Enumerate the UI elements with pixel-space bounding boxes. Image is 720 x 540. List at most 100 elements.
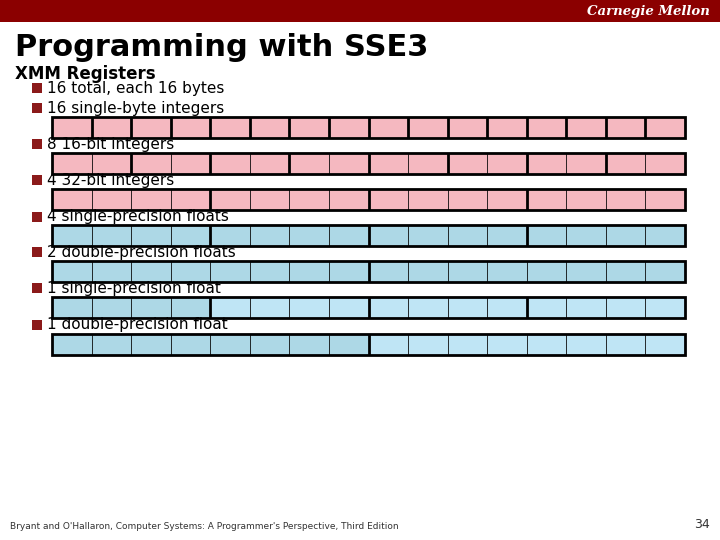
Bar bbox=[52, 188, 685, 210]
Bar bbox=[52, 334, 91, 354]
Bar bbox=[131, 296, 171, 318]
Bar bbox=[567, 296, 606, 318]
Bar bbox=[289, 152, 329, 173]
Bar bbox=[32, 103, 42, 113]
Bar bbox=[210, 296, 250, 318]
Bar bbox=[448, 188, 487, 210]
Bar bbox=[606, 260, 645, 281]
Bar bbox=[606, 117, 645, 138]
Bar bbox=[91, 225, 131, 246]
Bar bbox=[289, 188, 329, 210]
Bar bbox=[487, 188, 527, 210]
Bar bbox=[91, 152, 131, 173]
Bar bbox=[645, 225, 685, 246]
Bar bbox=[250, 225, 289, 246]
Text: 34: 34 bbox=[694, 518, 710, 531]
Bar bbox=[250, 260, 289, 281]
Bar bbox=[645, 334, 685, 354]
Bar bbox=[329, 188, 369, 210]
Bar bbox=[289, 334, 329, 354]
Bar bbox=[369, 296, 408, 318]
Bar bbox=[527, 152, 567, 173]
Text: 16 single-byte integers: 16 single-byte integers bbox=[47, 100, 224, 116]
Bar bbox=[171, 334, 210, 354]
Bar bbox=[369, 260, 408, 281]
Bar bbox=[527, 117, 567, 138]
Bar bbox=[250, 334, 289, 354]
Bar bbox=[131, 117, 171, 138]
Bar bbox=[369, 117, 408, 138]
Bar bbox=[606, 188, 645, 210]
Bar bbox=[329, 260, 369, 281]
Bar bbox=[487, 296, 527, 318]
Bar bbox=[210, 225, 250, 246]
Bar bbox=[289, 117, 329, 138]
Bar bbox=[0, 0, 720, 22]
Bar bbox=[52, 117, 91, 138]
Bar bbox=[527, 296, 567, 318]
Bar bbox=[329, 296, 369, 318]
Bar bbox=[567, 334, 606, 354]
Bar bbox=[408, 296, 448, 318]
Bar bbox=[32, 320, 42, 330]
Bar bbox=[645, 188, 685, 210]
Bar bbox=[329, 225, 369, 246]
Bar bbox=[448, 296, 487, 318]
Bar bbox=[52, 117, 685, 138]
Bar bbox=[52, 260, 685, 281]
Bar bbox=[487, 260, 527, 281]
Bar bbox=[52, 152, 685, 173]
Bar bbox=[606, 334, 645, 354]
Bar bbox=[250, 188, 289, 210]
Bar bbox=[32, 283, 42, 293]
Text: 16 total, each 16 bytes: 16 total, each 16 bytes bbox=[47, 80, 225, 96]
Bar bbox=[171, 260, 210, 281]
Bar bbox=[448, 152, 487, 173]
Bar bbox=[567, 260, 606, 281]
Bar bbox=[131, 152, 171, 173]
Bar bbox=[567, 188, 606, 210]
Bar bbox=[567, 225, 606, 246]
Bar bbox=[91, 296, 131, 318]
Bar bbox=[250, 152, 289, 173]
Bar bbox=[408, 334, 448, 354]
Bar bbox=[487, 117, 527, 138]
Bar bbox=[289, 296, 329, 318]
Bar bbox=[448, 334, 487, 354]
Bar bbox=[250, 296, 289, 318]
Bar bbox=[131, 188, 171, 210]
Bar bbox=[210, 117, 250, 138]
Bar bbox=[606, 296, 645, 318]
Bar bbox=[32, 212, 42, 222]
Bar bbox=[408, 117, 448, 138]
Bar bbox=[91, 188, 131, 210]
Bar bbox=[171, 152, 210, 173]
Bar bbox=[645, 296, 685, 318]
Bar bbox=[171, 117, 210, 138]
Bar bbox=[606, 225, 645, 246]
Bar bbox=[32, 83, 42, 93]
Bar bbox=[52, 334, 685, 354]
Text: 2 double-precision floats: 2 double-precision floats bbox=[47, 245, 235, 260]
Bar bbox=[210, 188, 250, 210]
Bar bbox=[527, 260, 567, 281]
Bar bbox=[329, 117, 369, 138]
Bar bbox=[369, 334, 408, 354]
Bar bbox=[171, 296, 210, 318]
Bar bbox=[527, 225, 567, 246]
Bar bbox=[52, 296, 91, 318]
Bar bbox=[567, 117, 606, 138]
Bar bbox=[408, 152, 448, 173]
Bar bbox=[52, 225, 91, 246]
Bar bbox=[32, 247, 42, 257]
Text: XMM Registers: XMM Registers bbox=[15, 65, 156, 83]
Bar bbox=[645, 117, 685, 138]
Bar bbox=[606, 152, 645, 173]
Bar bbox=[487, 152, 527, 173]
Bar bbox=[369, 225, 408, 246]
Bar bbox=[289, 260, 329, 281]
Text: Carnegie Mellon: Carnegie Mellon bbox=[587, 4, 710, 17]
Bar bbox=[408, 260, 448, 281]
Bar bbox=[210, 260, 250, 281]
Bar bbox=[210, 152, 250, 173]
